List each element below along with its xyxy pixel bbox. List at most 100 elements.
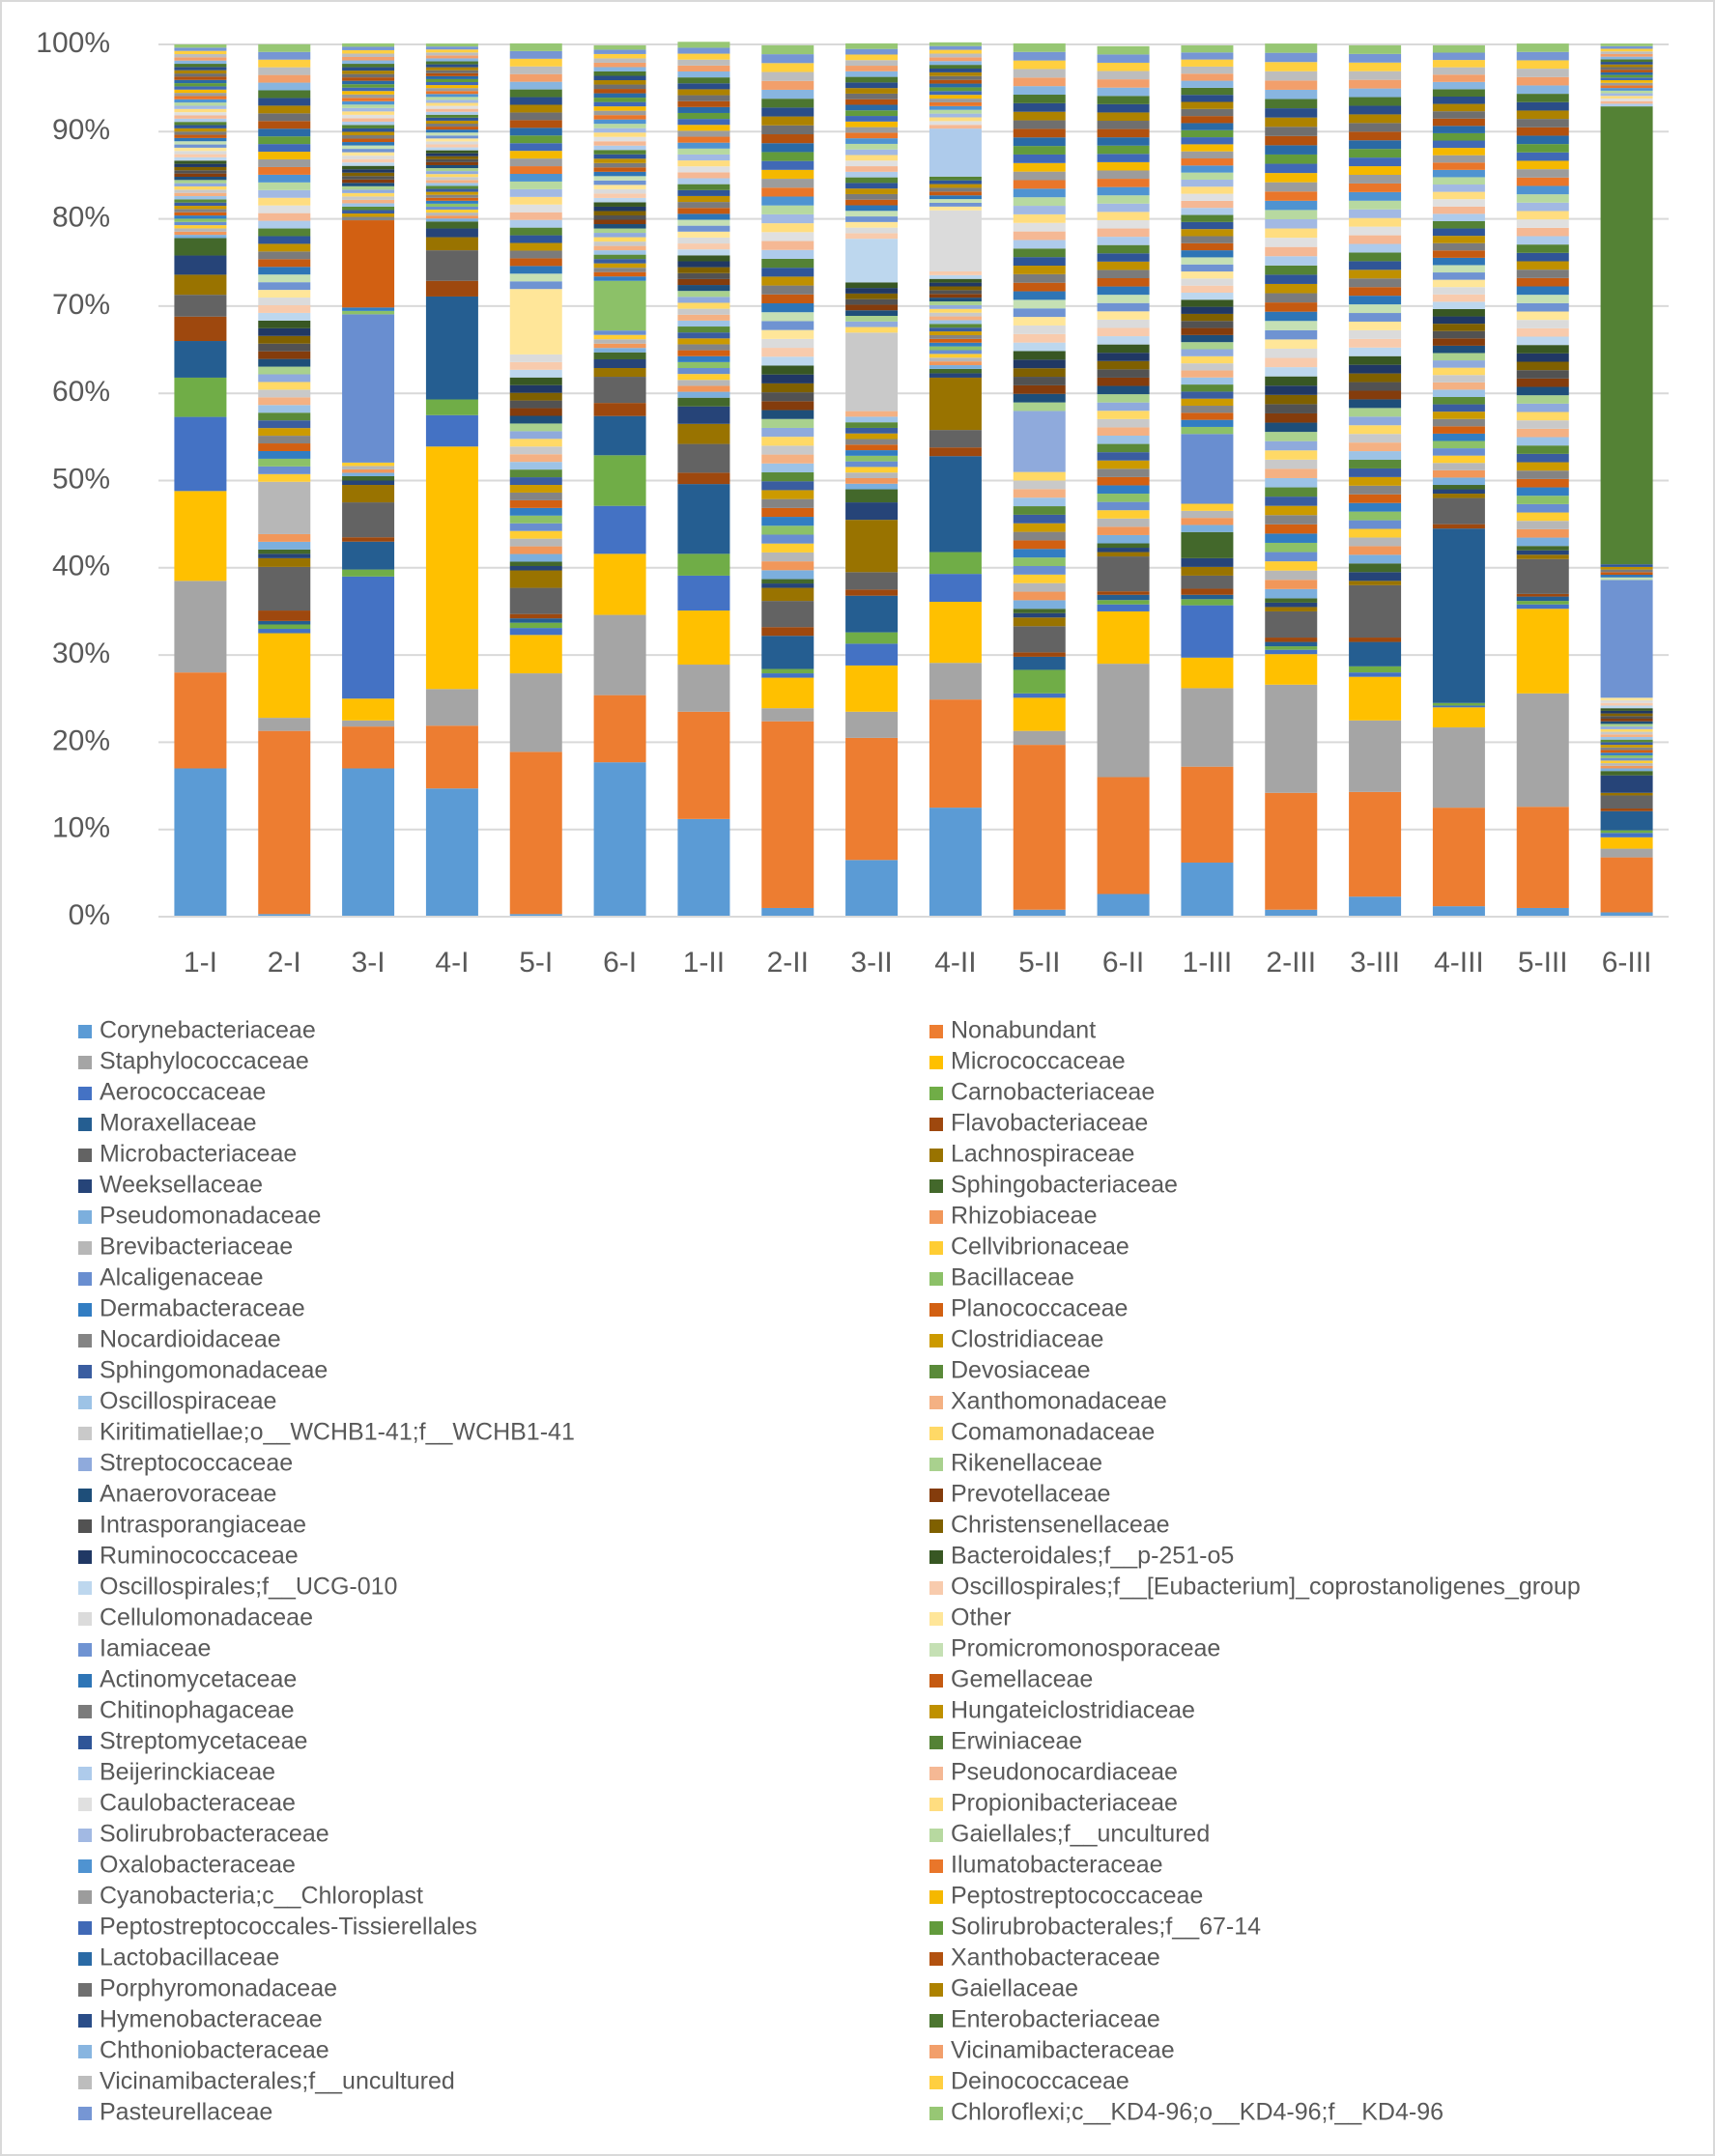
bar-segment — [677, 130, 730, 137]
legend-swatch — [78, 1736, 92, 1749]
bar-segment — [174, 228, 227, 232]
legend-swatch — [78, 1210, 92, 1224]
bar-segment — [342, 768, 395, 917]
bar-segment — [1181, 503, 1234, 511]
bar-segment — [342, 314, 395, 463]
bar-segment — [929, 808, 982, 917]
bar-segment — [761, 525, 815, 535]
bar-segment — [258, 144, 311, 153]
bar-segment — [1349, 546, 1402, 555]
bar-segment — [1097, 664, 1150, 778]
bar-segment — [342, 475, 395, 481]
bar-segment — [1013, 523, 1066, 532]
bar-segment — [509, 613, 562, 619]
bar-segment — [425, 111, 478, 115]
bar-segment — [509, 546, 562, 554]
bar-segment — [1097, 369, 1150, 378]
bar-segment — [258, 458, 311, 467]
bar-segment — [1181, 384, 1234, 392]
bar-segment — [1349, 641, 1402, 667]
legend-label: Oscillospirales;f__[Eubacterium]_coprost… — [951, 1574, 1581, 1601]
bar-segment — [1097, 270, 1150, 279]
bar-segment — [425, 158, 478, 162]
bar-segment — [174, 154, 227, 157]
bar-segment — [1349, 373, 1402, 383]
bar-segment — [342, 537, 395, 542]
bar-segment — [677, 553, 730, 576]
bar-segment — [1265, 385, 1318, 395]
bar-segment — [1432, 727, 1485, 808]
legend-swatch — [929, 1798, 943, 1811]
bar-segment — [929, 373, 982, 378]
bar-segment — [425, 144, 478, 148]
bar-segment — [929, 699, 982, 808]
bar-segment — [509, 97, 562, 105]
bar-segment — [1600, 53, 1653, 57]
bar-segment — [1265, 357, 1318, 368]
bar-segment — [593, 145, 646, 151]
bar-segment — [258, 428, 311, 437]
bar-segment — [174, 99, 227, 103]
legend-label: Carnobacteriaceae — [951, 1079, 1155, 1106]
bar-segment — [1516, 85, 1569, 95]
bar-segment — [593, 695, 646, 763]
bar-segment — [1181, 66, 1234, 74]
bar-segment — [509, 914, 562, 917]
bar-segment — [509, 242, 562, 251]
bar-segment — [1097, 295, 1150, 303]
bar-segment — [425, 120, 478, 124]
bar-segment — [425, 250, 478, 281]
bar-segment — [593, 368, 646, 378]
bar-segment — [174, 73, 227, 77]
legend-swatch — [78, 1056, 92, 1069]
bar-segment — [509, 431, 562, 440]
bar-segment — [1349, 44, 1402, 54]
bar-segment — [593, 132, 646, 137]
bar-segment — [677, 172, 730, 179]
bar-segment — [342, 720, 395, 727]
bar-segment — [761, 427, 815, 438]
bar-segment — [342, 80, 395, 85]
legend-swatch — [78, 1890, 92, 1904]
bar-segment — [1516, 378, 1569, 387]
bar-segment — [845, 199, 899, 206]
bar-segment — [258, 473, 311, 482]
bar-segment — [761, 437, 815, 446]
bar-segment — [1181, 377, 1234, 385]
bar-segment — [593, 184, 646, 189]
bar-segment — [761, 152, 815, 161]
bar-segment — [929, 109, 982, 114]
bar-segment — [929, 199, 982, 203]
bar-segment — [1349, 347, 1402, 356]
bar-segment — [677, 302, 730, 309]
bar-segment — [1265, 293, 1318, 303]
bar-segment — [174, 235, 227, 239]
bar-segment — [1181, 391, 1234, 399]
bar-segment — [1097, 777, 1150, 894]
bar-segment — [342, 472, 395, 476]
bar-segment — [845, 332, 899, 411]
bar-segment — [677, 291, 730, 298]
bar-segment — [342, 213, 395, 217]
bar-segment — [174, 416, 227, 492]
bar-segment — [929, 350, 982, 355]
bar-segment — [761, 374, 815, 383]
bar-segment — [174, 274, 227, 296]
bar-segment — [929, 57, 982, 62]
legend-swatch — [929, 1118, 943, 1131]
bar-segment — [509, 120, 562, 128]
bar-segment — [425, 129, 478, 133]
bar-segment — [1349, 296, 1402, 305]
bar-segment — [174, 102, 227, 106]
bar-segment — [1013, 582, 1066, 592]
bar-segment — [1432, 440, 1485, 449]
bar-segment — [1097, 534, 1150, 544]
bar-segment — [929, 101, 982, 106]
bar-segment — [929, 184, 982, 188]
bar-segment — [258, 610, 311, 621]
bar-segment — [677, 380, 730, 386]
bar-segment — [1181, 334, 1234, 343]
bar-segment — [677, 818, 730, 917]
legend-swatch — [78, 1118, 92, 1131]
bar-segment — [1516, 353, 1569, 362]
